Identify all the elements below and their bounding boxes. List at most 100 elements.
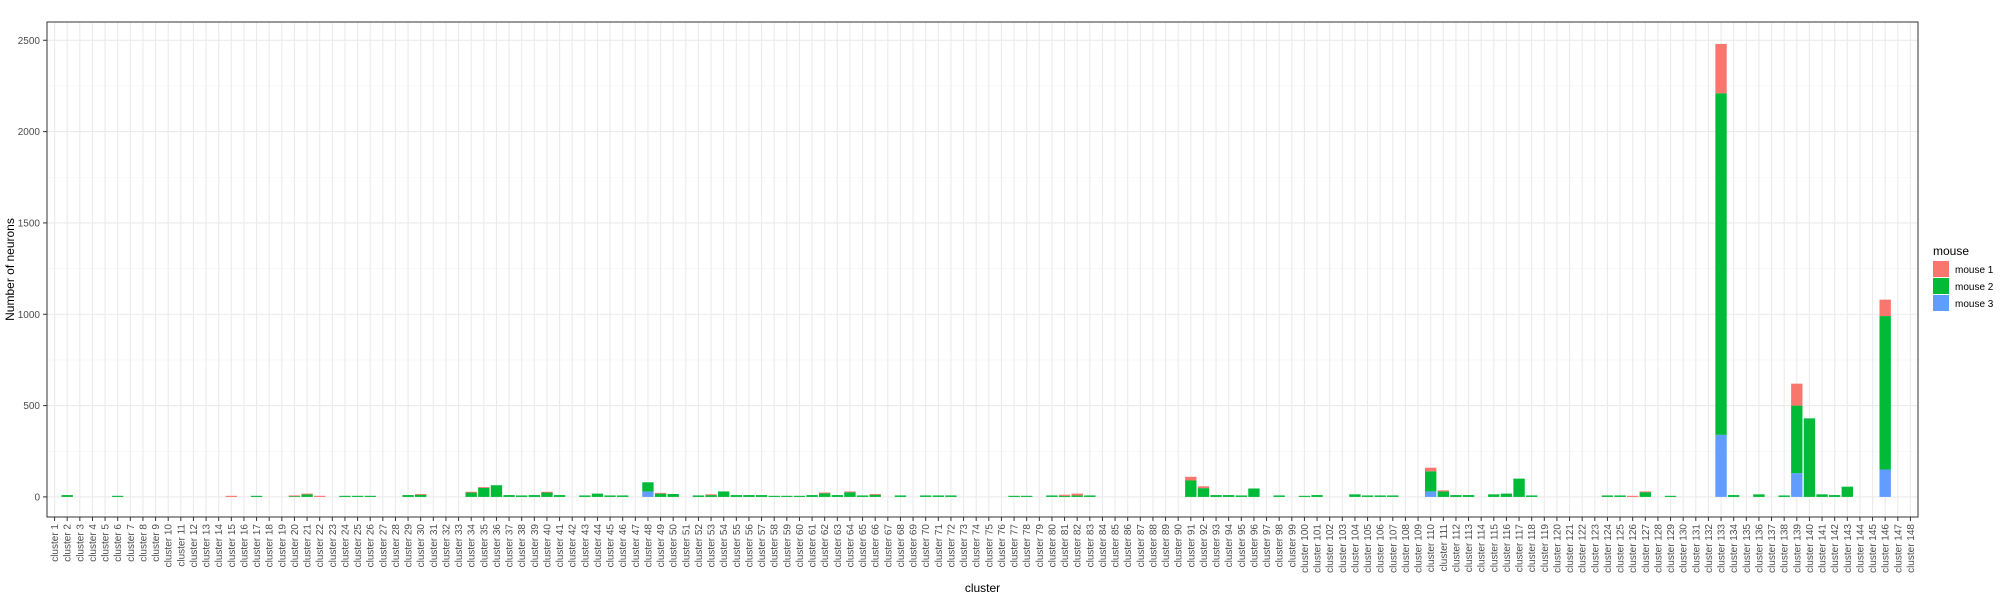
bar-segment-mouse-2-94 bbox=[1223, 495, 1235, 497]
x-tick-label: cluster 70 bbox=[921, 524, 932, 568]
bar-segment-mouse-1-127 bbox=[1639, 491, 1651, 493]
bar-segment-mouse-2-117 bbox=[1513, 478, 1525, 497]
panel-background bbox=[47, 22, 1918, 517]
x-tick-label: cluster 106 bbox=[1376, 524, 1387, 573]
bar-segment-mouse-2-82 bbox=[1071, 495, 1083, 497]
y-tick-label: 500 bbox=[23, 401, 40, 412]
x-tick-label: cluster 123 bbox=[1590, 524, 1601, 573]
bar-segment-mouse-2-68 bbox=[894, 495, 907, 497]
x-tick-label: cluster 58 bbox=[770, 524, 781, 568]
bar-segment-mouse-2-111 bbox=[1437, 491, 1449, 497]
x-tick-label: cluster 49 bbox=[656, 524, 667, 568]
x-tick-label: cluster 21 bbox=[303, 524, 314, 568]
x-tick-label: cluster 95 bbox=[1237, 524, 1248, 568]
bar-segment-mouse-2-26 bbox=[364, 495, 376, 497]
bar-segment-mouse-2-46 bbox=[617, 495, 629, 497]
x-tick-label: cluster 53 bbox=[707, 524, 718, 568]
x-tick-label: cluster 48 bbox=[643, 524, 654, 568]
x-tick-label: cluster 127 bbox=[1641, 524, 1652, 573]
x-tick-label: cluster 69 bbox=[909, 524, 920, 568]
bar-segment-mouse-3-133 bbox=[1715, 434, 1727, 497]
gridlines bbox=[47, 22, 1918, 517]
bar-segment-mouse-2-40 bbox=[541, 492, 553, 497]
x-tick-label: cluster 136 bbox=[1754, 524, 1765, 573]
x-tick-label: cluster 89 bbox=[1161, 524, 1172, 568]
legend-items: mouse 1 mouse 2 mouse 3 bbox=[1933, 261, 1994, 311]
x-tick-label: cluster 17 bbox=[252, 524, 263, 568]
legend: mouse mouse 1 mouse 2 mouse 3 bbox=[1933, 244, 1994, 311]
x-axis-title: cluster bbox=[965, 581, 1000, 595]
x-tick-label: cluster 146 bbox=[1881, 524, 1892, 573]
x-tick-label: cluster 141 bbox=[1818, 524, 1829, 573]
bar-segment-mouse-2-72 bbox=[945, 495, 957, 497]
bar-segment-mouse-2-113 bbox=[1462, 495, 1475, 497]
x-tick-label: cluster 131 bbox=[1691, 524, 1702, 573]
x-tick-label: cluster 22 bbox=[315, 524, 326, 568]
x-tick-label: cluster 7 bbox=[126, 524, 137, 562]
bar-segment-mouse-2-91 bbox=[1185, 480, 1197, 497]
x-tick-label: cluster 73 bbox=[959, 524, 970, 568]
x-tick-label: cluster 55 bbox=[732, 524, 743, 568]
x-tick-label: cluster 79 bbox=[1035, 524, 1046, 568]
x-tick-label: cluster 147 bbox=[1893, 524, 1904, 573]
x-tick-label: cluster 36 bbox=[492, 524, 503, 568]
x-tick-label: cluster 125 bbox=[1616, 524, 1627, 573]
x-tick-label: cluster 44 bbox=[593, 524, 604, 568]
x-tick-label: cluster 47 bbox=[631, 524, 642, 568]
x-tick-label: cluster 32 bbox=[441, 524, 452, 568]
bar-segment-mouse-2-95 bbox=[1235, 495, 1247, 497]
bar-segment-mouse-2-118 bbox=[1525, 495, 1538, 497]
x-tick-label: cluster 9 bbox=[151, 524, 162, 562]
x-tick-label: cluster 134 bbox=[1729, 524, 1740, 573]
x-axis: cluster 1 cluster 2 cluster 3 cluster 4 clus… bbox=[50, 517, 1917, 573]
bar-segment-mouse-2-48 bbox=[642, 482, 654, 492]
x-tick-label: cluster 75 bbox=[984, 524, 995, 568]
bar-segment-mouse-2-77 bbox=[1008, 495, 1020, 497]
y-tick-label: 1000 bbox=[18, 310, 41, 321]
x-tick-label: cluster 102 bbox=[1325, 524, 1336, 573]
x-tick-label: cluster 80 bbox=[1047, 524, 1058, 568]
bar-segment-mouse-2-98 bbox=[1273, 495, 1285, 497]
x-tick-label: cluster 128 bbox=[1653, 524, 1664, 573]
x-tick-label: cluster 64 bbox=[845, 524, 856, 568]
x-tick-label: cluster 1 bbox=[50, 524, 61, 562]
x-tick-label: cluster 18 bbox=[265, 524, 276, 568]
x-tick-label: cluster 54 bbox=[719, 524, 730, 568]
x-tick-label: cluster 148 bbox=[1906, 524, 1917, 573]
x-tick-label: cluster 140 bbox=[1805, 524, 1816, 573]
bar-segment-mouse-2-54 bbox=[718, 491, 730, 497]
bar-segment-mouse-1-35 bbox=[478, 487, 490, 488]
y-axis-title: Number of neurons bbox=[3, 218, 17, 321]
bar-segment-mouse-2-146 bbox=[1879, 316, 1891, 470]
x-tick-label: cluster 142 bbox=[1830, 524, 1841, 573]
y-tick-label: 1500 bbox=[18, 218, 41, 229]
bar-segment-mouse-2-6 bbox=[112, 495, 124, 497]
legend-swatch bbox=[1933, 295, 1949, 311]
bar-segment-mouse-2-142 bbox=[1828, 495, 1841, 497]
x-tick-label: cluster 8 bbox=[138, 524, 149, 562]
x-tick-label: cluster 90 bbox=[1174, 524, 1185, 568]
x-tick-label: cluster 12 bbox=[189, 524, 200, 568]
x-tick-label: cluster 129 bbox=[1666, 524, 1677, 573]
x-tick-label: cluster 26 bbox=[366, 524, 377, 568]
x-tick-label: cluster 68 bbox=[896, 524, 907, 568]
bar-segment-mouse-2-138 bbox=[1778, 495, 1790, 497]
bar-segment-mouse-2-57 bbox=[755, 495, 768, 497]
bar-segment-mouse-2-71 bbox=[932, 495, 944, 497]
x-tick-label: cluster 97 bbox=[1262, 524, 1273, 568]
bar-segment-mouse-2-100 bbox=[1298, 495, 1311, 497]
x-tick-label: cluster 25 bbox=[353, 524, 364, 568]
x-tick-label: cluster 6 bbox=[113, 524, 124, 562]
x-tick-label: cluster 28 bbox=[391, 524, 402, 568]
x-tick-label: cluster 46 bbox=[618, 524, 629, 568]
bar-segment-mouse-1-22 bbox=[314, 495, 326, 497]
x-tick-label: cluster 63 bbox=[833, 524, 844, 568]
x-tick-label: cluster 77 bbox=[1010, 524, 1021, 568]
bar-segment-mouse-2-106 bbox=[1374, 495, 1386, 497]
x-tick-label: cluster 87 bbox=[1136, 524, 1147, 568]
bar-segment-mouse-1-34 bbox=[465, 491, 477, 493]
bar-segment-mouse-2-127 bbox=[1639, 492, 1651, 497]
x-tick-label: cluster 111 bbox=[1439, 524, 1450, 572]
bar-segment-mouse-2-43 bbox=[579, 495, 591, 497]
x-tick-label: cluster 104 bbox=[1350, 524, 1361, 573]
